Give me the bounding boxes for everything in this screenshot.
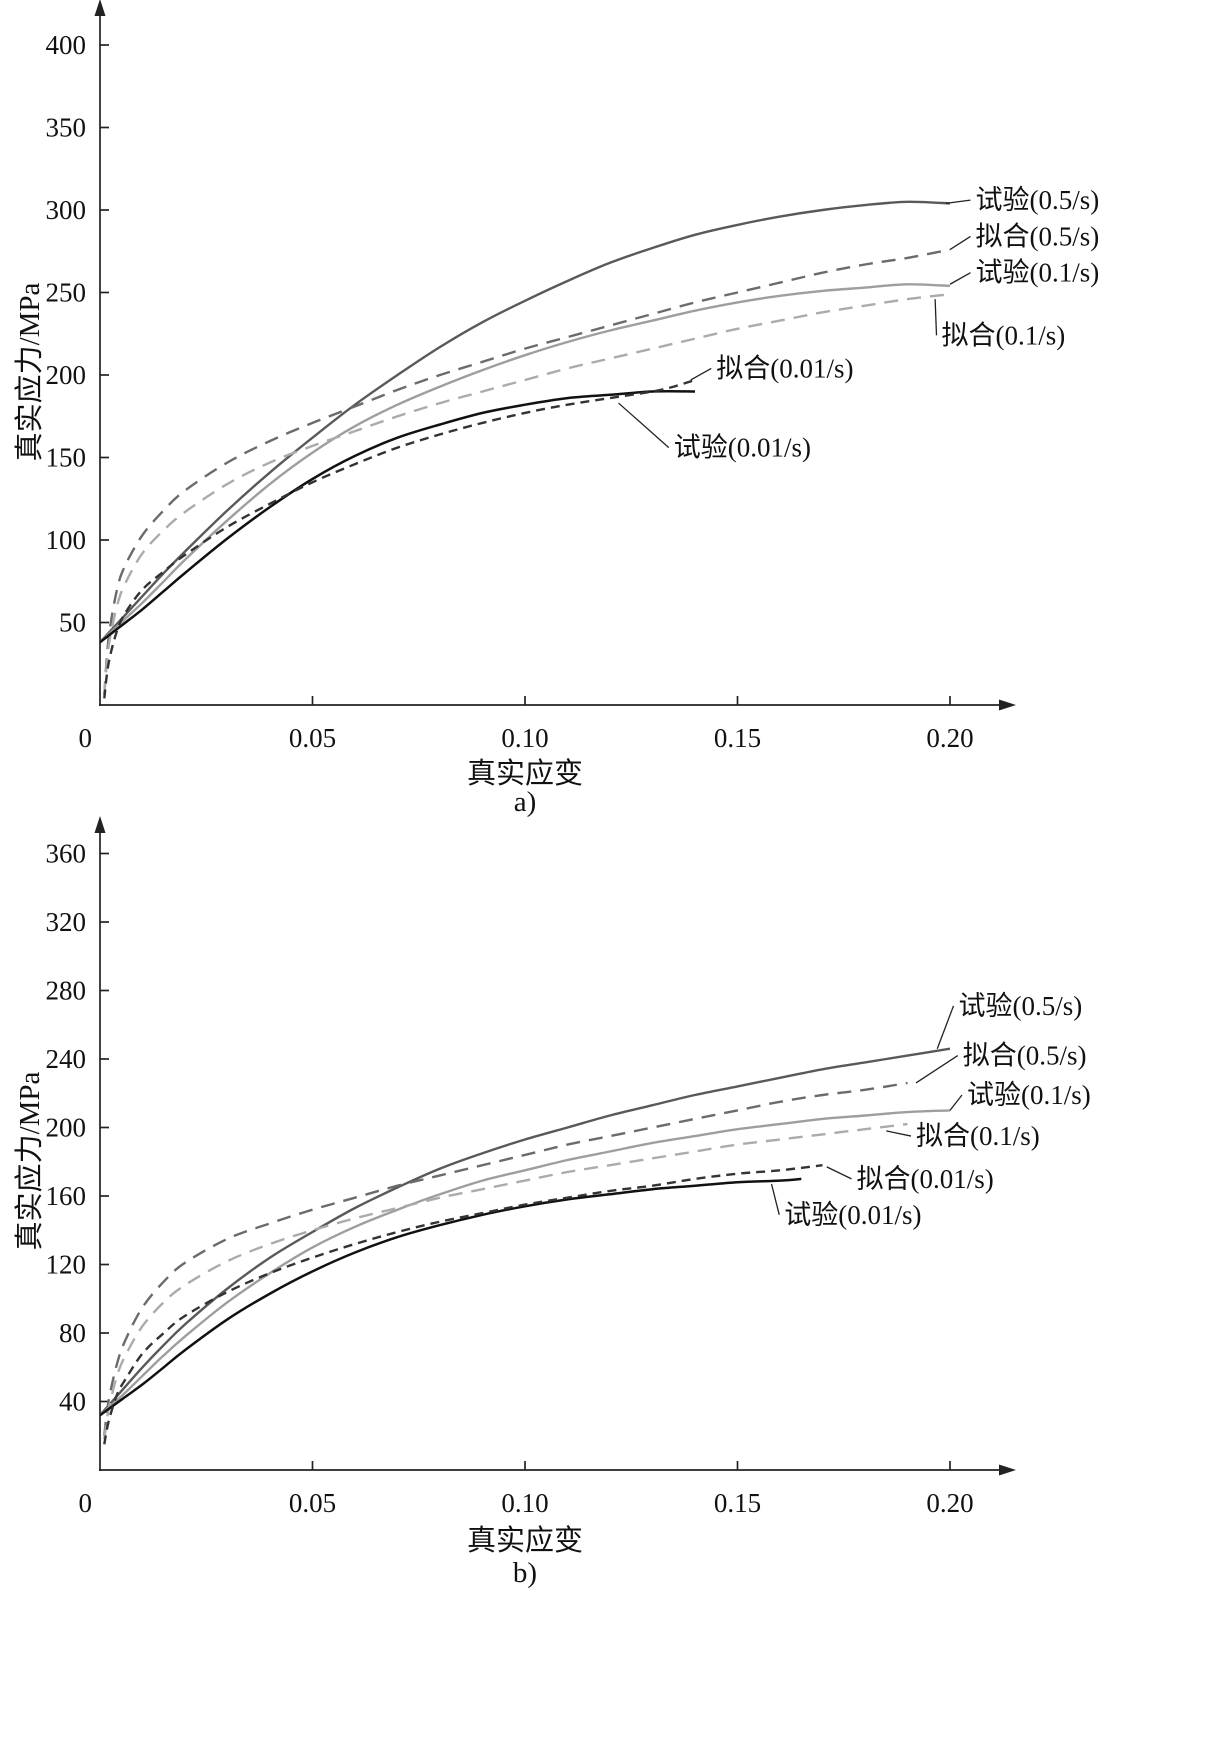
y-tick-label: 240 bbox=[46, 1044, 87, 1074]
series-fit-0.5 bbox=[103, 1081, 908, 1436]
annotation-label: 拟合(0.1/s) bbox=[916, 1121, 1040, 1151]
series-fit-0.5 bbox=[103, 248, 951, 696]
annotation-label: 试验(0.01/s) bbox=[784, 1200, 921, 1230]
annotation-leader bbox=[936, 1005, 955, 1049]
series-test-0.01 bbox=[99, 389, 696, 644]
annotation-leader bbox=[915, 1055, 959, 1084]
x-tick-label: 0.15 bbox=[714, 1488, 761, 1518]
y-axis-arrow bbox=[94, 0, 106, 16]
annotation-leader bbox=[886, 1130, 912, 1137]
y-axis-arrow bbox=[94, 816, 106, 833]
annotation-leader bbox=[949, 1094, 963, 1111]
y-tick-label: 50 bbox=[59, 608, 86, 638]
y-tick-label: 360 bbox=[46, 839, 87, 869]
annotation-leader bbox=[949, 272, 971, 285]
annotation-leader bbox=[945, 199, 971, 205]
y-tick-label: 320 bbox=[46, 907, 87, 937]
annotation-leader bbox=[826, 1166, 852, 1180]
series-fit-0.01 bbox=[103, 378, 696, 699]
y-tick-label: 300 bbox=[46, 195, 87, 225]
y-axis-label-b: 真实应力/MPa bbox=[14, 1071, 46, 1251]
chart-b-canvas: 0.05 0.10 0.15 0.20 40 80 120 160 200 240 280 320 36… bbox=[46, 816, 1091, 1518]
series-test-0.5 bbox=[99, 200, 951, 644]
y-tick-label: 150 bbox=[46, 443, 87, 473]
chart-a-canvas: 0.05 0.10 0.15 0.20 50 100 150 200 250 300 350 400 0… bbox=[46, 0, 1100, 753]
y-tick-label: 160 bbox=[46, 1181, 87, 1211]
annotation-label: 拟合(0.5/s) bbox=[963, 1041, 1087, 1071]
annotation-leader bbox=[934, 299, 938, 336]
x-axis-arrow bbox=[999, 1464, 1016, 1476]
y-axis-label-a: 真实应力/MPa bbox=[14, 282, 46, 462]
y-tick-label: 120 bbox=[46, 1250, 87, 1280]
annotation-label: 拟合(0.01/s) bbox=[716, 353, 853, 383]
annotation-label: 试验(0.1/s) bbox=[967, 1080, 1091, 1110]
y-tick-label: 200 bbox=[46, 1113, 87, 1143]
annotation-leader bbox=[949, 235, 971, 251]
caption-b: b) bbox=[512, 1557, 538, 1589]
x-axis-label-b: 真实应变 bbox=[466, 1525, 584, 1557]
x-axis-arrow bbox=[999, 699, 1016, 711]
y-tick-label: 40 bbox=[59, 1387, 86, 1417]
y-tick-label: 280 bbox=[46, 976, 87, 1006]
y-tick-label: 80 bbox=[59, 1318, 86, 1348]
annotation-label: 拟合(0.01/s) bbox=[857, 1164, 994, 1194]
x-tick-label: 0.20 bbox=[926, 723, 973, 753]
x-axis-label-a: 真实应变 bbox=[466, 758, 584, 790]
series-test-0.5 bbox=[99, 1047, 951, 1416]
series-fit-0.01 bbox=[103, 1164, 823, 1445]
x-tick-label: 0.10 bbox=[501, 1488, 548, 1518]
origin-label: 0 bbox=[79, 1488, 93, 1518]
annotation-label: 试验(0.5/s) bbox=[959, 991, 1083, 1021]
y-tick-label: 350 bbox=[46, 113, 87, 143]
figure-b: 0.05 0.10 0.15 0.20 40 80 120 160 200 240 280 320 36… bbox=[0, 815, 1226, 1740]
annotation-leader bbox=[618, 402, 670, 449]
annotation-label: 拟合(0.1/s) bbox=[942, 320, 1066, 350]
annotation-label: 试验(0.5/s) bbox=[976, 185, 1100, 215]
series-test-0.1 bbox=[99, 1109, 951, 1417]
y-tick-label: 250 bbox=[46, 278, 87, 308]
y-tick-label: 400 bbox=[46, 30, 87, 60]
x-tick-label: 0.15 bbox=[714, 723, 761, 753]
x-tick-label: 0.05 bbox=[289, 1488, 336, 1518]
series-fit-0.1 bbox=[103, 1122, 908, 1440]
annotation-label: 试验(0.1/s) bbox=[976, 258, 1100, 288]
origin-label: 0 bbox=[79, 723, 93, 753]
y-tick-label: 200 bbox=[46, 360, 87, 390]
annotation-label: 拟合(0.5/s) bbox=[976, 221, 1100, 251]
annotation-leader bbox=[770, 1183, 780, 1215]
x-tick-label: 0.05 bbox=[289, 723, 336, 753]
y-tick-label: 100 bbox=[46, 525, 87, 555]
annotation-leader bbox=[690, 367, 712, 381]
x-tick-label: 0.10 bbox=[501, 723, 548, 753]
x-tick-label: 0.20 bbox=[926, 1488, 973, 1518]
series-test-0.01 bbox=[99, 1177, 802, 1417]
figure-a: 0.05 0.10 0.15 0.20 50 100 150 200 250 300 350 400 0… bbox=[0, 0, 1226, 818]
annotation-label: 试验(0.01/s) bbox=[674, 433, 811, 463]
caption-a: a) bbox=[513, 786, 537, 818]
series-fit-0.1 bbox=[103, 293, 951, 696]
series-test-0.1 bbox=[99, 283, 951, 644]
